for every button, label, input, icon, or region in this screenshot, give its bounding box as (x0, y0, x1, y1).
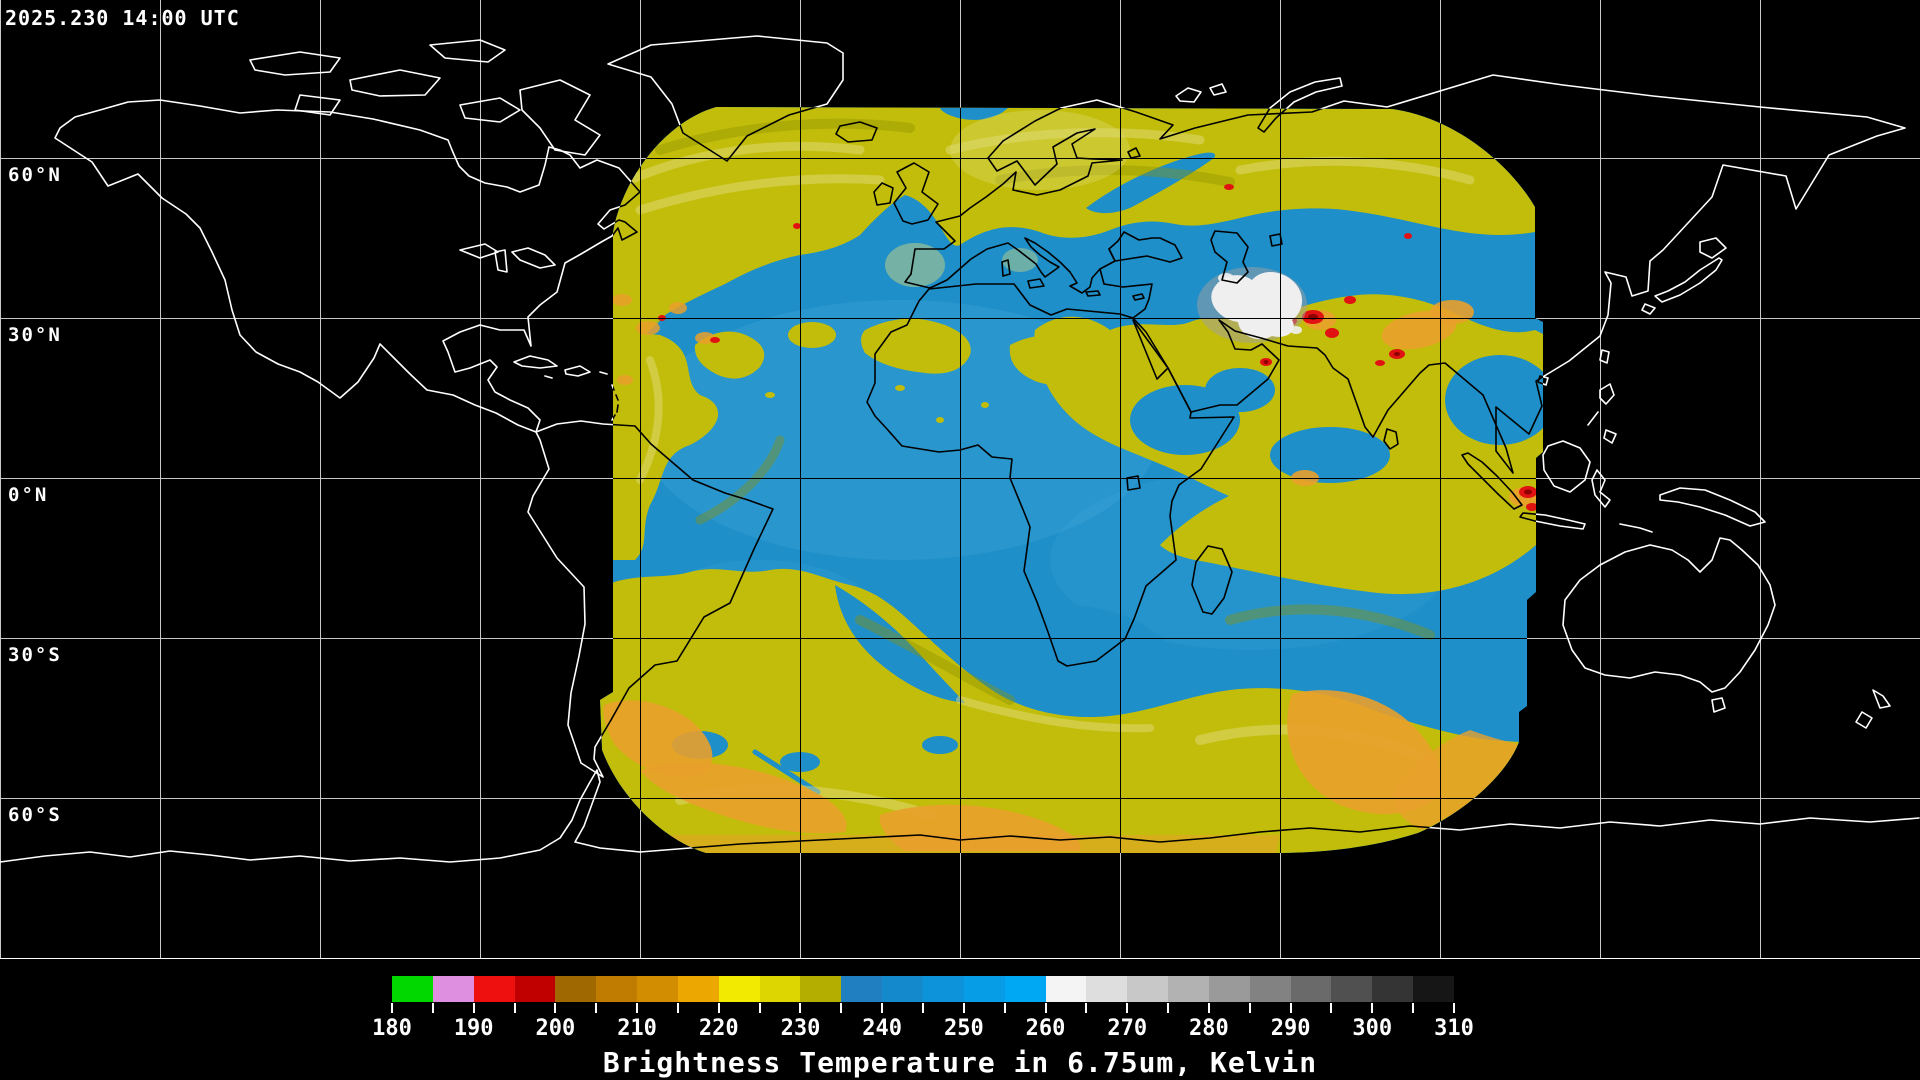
colorbar-cell-230K (800, 976, 842, 1002)
colorbar-cell-225K (759, 976, 801, 1002)
colorbar-tick (922, 1003, 924, 1013)
colorbar-cell-285K (1249, 976, 1291, 1002)
colorbar-tick (840, 1003, 843, 1013)
colorbar-tick-label: 200 (535, 1016, 576, 1041)
colorbar-tick (1453, 1003, 1455, 1013)
colorbar-tick (1167, 1003, 1170, 1013)
colorbar-tick (1330, 1003, 1333, 1013)
colorbar-tick-label: 290 (1270, 1016, 1311, 1041)
colorbar-tick (1248, 1003, 1251, 1013)
colorbar-tick-label: 220 (698, 1016, 739, 1041)
colorbar-cell-260K (1045, 976, 1087, 1002)
colorbar-tick (636, 1003, 639, 1013)
colorbar-tick-label: 280 (1189, 1016, 1229, 1041)
colorbar-tick-label: 180 (372, 1016, 412, 1041)
colorbar-tick (717, 1003, 720, 1013)
colorbar-cell-265K (1086, 976, 1128, 1002)
colorbar-cell-240K (882, 976, 923, 1002)
colorbar-tick-label: 240 (862, 1016, 903, 1041)
colorbar-tick (676, 1003, 679, 1013)
colorbar-tick (1003, 1003, 1006, 1013)
satellite-data-swath (600, 107, 1543, 853)
colorbar-tick (1044, 1003, 1047, 1013)
colorbar-cell-305K (1413, 976, 1454, 1002)
colorbar-tick (1412, 1003, 1415, 1013)
colorbar-cell-200K (555, 976, 597, 1002)
white-warm-blob (1197, 267, 1307, 343)
colorbar-tick (513, 1003, 516, 1013)
colorbar-title: Brightness Temperature in 6.75um, Kelvin (602, 1046, 1318, 1079)
colorbar-tick-label: 310 (1434, 1016, 1474, 1041)
colorbar-tick-label: 300 (1352, 1016, 1393, 1041)
world-map (0, 0, 1920, 959)
colorbar-cell-295K (1331, 976, 1373, 1002)
colorbar-cell-180K (392, 976, 433, 1002)
colorbar-tick-label: 250 (943, 1016, 984, 1041)
colorbar-cell-220K (718, 976, 760, 1002)
colorbar-cell-245K (922, 976, 964, 1002)
colorbar-cell-185K (432, 976, 474, 1002)
colorbar-cell-235K (841, 976, 883, 1002)
colorbar-tick (431, 1003, 434, 1013)
colorbar-cell-205K (596, 976, 638, 1002)
colorbar-tick (595, 1003, 598, 1013)
colorbar-cell-195K (514, 976, 556, 1002)
colorbar-tick (391, 1003, 393, 1013)
colorbar-cell-290K (1290, 976, 1332, 1002)
orange-cold-cloud-areas (603, 294, 1541, 853)
colorbar-cell-255K (1004, 976, 1046, 1002)
colorbar-cell-275K (1168, 976, 1209, 1002)
colorbar-tick (799, 1003, 802, 1013)
colorbar-tick (1289, 1003, 1292, 1013)
colorbar-tick (1207, 1003, 1210, 1013)
map-grid-inside (600, 107, 1543, 853)
colorbar-tick (881, 1003, 884, 1013)
lat-label: 60°S (8, 804, 62, 826)
colorbar-tick (472, 1003, 475, 1013)
colorbar-cell-210K (637, 976, 678, 1002)
lat-label: 60°N (8, 164, 62, 186)
colorbar-cell-280K (1208, 976, 1250, 1002)
colorbar-tick-label: 190 (453, 1016, 494, 1041)
colorbar-tick (554, 1003, 557, 1013)
colorbar-tick-label: 230 (780, 1016, 821, 1041)
colorbar-cell-270K (1127, 976, 1169, 1002)
lat-label: 0°N (8, 484, 49, 506)
colorbar-tick (1371, 1003, 1374, 1013)
colorbar-tick (1126, 1003, 1129, 1013)
lat-label: 30°S (8, 644, 62, 666)
colorbar-cell-300K (1372, 976, 1414, 1002)
colorbar-tick (962, 1003, 965, 1013)
colorbar-tick (758, 1003, 761, 1013)
colorbar-tick-label: 270 (1107, 1016, 1148, 1041)
itcz-speckles (765, 385, 989, 423)
colorbar-gradient-bar (392, 976, 1454, 1002)
lat-label: 30°N (8, 324, 62, 346)
colorbar-cell-250K (963, 976, 1005, 1002)
timestamp: 2025.230 14:00 UTC (5, 6, 240, 30)
colorbar-tick-label: 210 (617, 1016, 657, 1041)
colorbar-cell-215K (677, 976, 719, 1002)
colorbar-cell-190K (473, 976, 515, 1002)
cloud-texture-dark (655, 118, 1435, 705)
colorbar-tick (1085, 1003, 1088, 1013)
colorbar-tick-label: 260 (1025, 1016, 1066, 1041)
